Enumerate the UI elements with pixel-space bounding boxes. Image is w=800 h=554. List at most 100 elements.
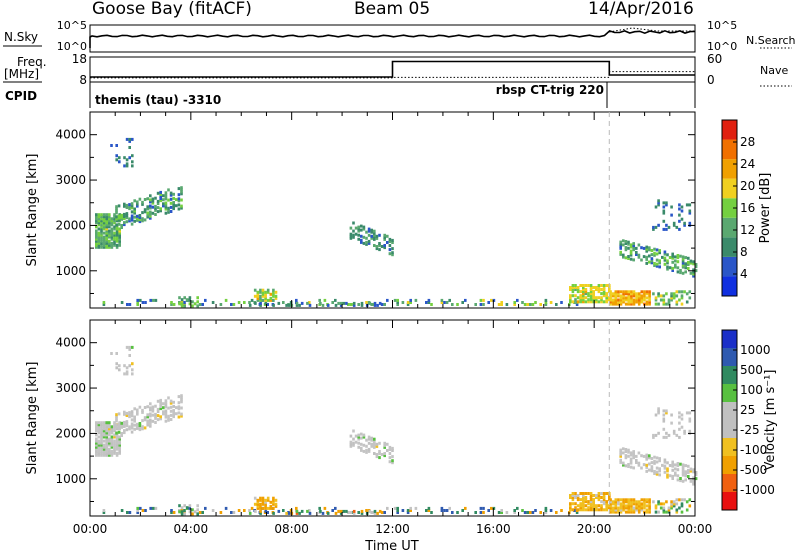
velocity-cell xyxy=(624,448,628,451)
velocity-cell xyxy=(100,441,103,445)
velocity-cell xyxy=(130,426,134,430)
velocity-cell xyxy=(102,421,106,425)
power-cell xyxy=(295,301,299,305)
power-cell xyxy=(680,217,684,221)
power-colorbar-tick-label: 20 xyxy=(740,179,755,193)
power-cell xyxy=(643,292,646,296)
velocity-cell xyxy=(675,510,679,514)
velocity-cell xyxy=(676,478,680,482)
power-cell xyxy=(688,221,692,225)
power-cell xyxy=(440,301,444,304)
velocity-cell xyxy=(614,508,618,512)
velocity-cell xyxy=(388,448,392,451)
power-cell xyxy=(388,252,392,256)
velocity-cell xyxy=(128,425,131,429)
velocity-cell xyxy=(115,415,118,419)
velocity-cell xyxy=(180,398,183,402)
power-colorbar-tick-label: 4 xyxy=(740,267,748,281)
velocity-cell xyxy=(370,438,373,442)
power-cell xyxy=(678,290,681,294)
velocity-cell xyxy=(582,506,585,510)
velocity-cell xyxy=(95,423,98,427)
velocity-cell xyxy=(386,449,389,452)
power-cell xyxy=(632,300,636,304)
power-cell xyxy=(180,298,184,302)
velocity-cell xyxy=(149,422,152,426)
velocity-cell xyxy=(602,500,606,504)
velocity-cell xyxy=(264,500,267,504)
velocity-cell xyxy=(386,442,389,446)
power-cell xyxy=(357,225,360,229)
power-cell xyxy=(95,213,98,217)
velocity-cell xyxy=(102,425,106,429)
velocity-cell xyxy=(597,508,601,512)
power-cell xyxy=(169,210,173,213)
velocity-cell xyxy=(146,419,149,423)
velocity-cell xyxy=(584,492,588,495)
velocity-cell xyxy=(611,500,615,504)
velocity-cell xyxy=(505,511,509,514)
power-cell xyxy=(614,298,618,302)
power-cell xyxy=(159,207,162,211)
power-cell xyxy=(574,284,577,287)
velocity-cell xyxy=(360,511,364,515)
velocity-cell xyxy=(146,415,149,419)
velocity-cell xyxy=(648,498,651,502)
velocity-cell xyxy=(571,492,575,495)
power-cell xyxy=(609,290,612,294)
velocity-cell xyxy=(622,504,625,508)
power-cell xyxy=(386,234,389,238)
velocity-cell xyxy=(113,435,116,439)
velocity-cell xyxy=(672,431,676,435)
velocity-cell xyxy=(679,462,682,466)
power-cell xyxy=(684,256,687,260)
velocity-cell xyxy=(670,413,673,417)
power-cell xyxy=(609,292,612,296)
velocity-cell xyxy=(126,511,129,514)
power-cell xyxy=(130,218,134,222)
power-cell xyxy=(582,284,585,287)
power-cell xyxy=(115,227,119,231)
power-cell xyxy=(645,247,648,251)
velocity-cell xyxy=(149,506,152,510)
velocity-cell xyxy=(357,445,360,449)
velocity-colorbar-tick-label: 1000 xyxy=(740,343,771,357)
velocity-cell xyxy=(123,412,126,416)
power-cell xyxy=(180,186,183,190)
power-cell xyxy=(569,296,572,300)
power-cell xyxy=(349,303,353,306)
power-cell xyxy=(632,248,635,252)
velocity-cell xyxy=(100,431,103,435)
velocity-cell xyxy=(95,453,98,457)
velocity-cell xyxy=(256,502,260,506)
velocity-cell xyxy=(130,414,134,418)
power-cell xyxy=(100,229,103,233)
velocity-colorbar-swatch xyxy=(722,366,737,384)
power-cell xyxy=(665,292,668,296)
nsearch-tick-top: 10^5 xyxy=(707,19,737,32)
velocity-cell xyxy=(576,494,580,497)
power-cell xyxy=(110,231,114,235)
velocity-cell xyxy=(108,439,111,443)
velocity-cell xyxy=(692,476,695,480)
velocity-cell xyxy=(605,504,608,508)
velocity-cell xyxy=(183,504,186,508)
power-cell xyxy=(105,213,108,217)
velocity-cell xyxy=(383,454,386,458)
power-cell xyxy=(146,215,149,219)
velocity-cell xyxy=(196,512,199,516)
power-cell xyxy=(574,294,577,298)
velocity-cell xyxy=(622,508,625,512)
velocity-cell xyxy=(97,451,101,455)
velocity-cell xyxy=(136,426,139,430)
power-cell xyxy=(409,301,412,304)
power-cell xyxy=(671,260,674,264)
power-cell xyxy=(102,245,106,249)
velocity-cell xyxy=(680,498,684,502)
power-cell xyxy=(130,210,134,214)
power-cell xyxy=(95,245,98,249)
velocity-cell xyxy=(362,435,366,439)
status-panel: N.Sky Freq. [MHz] CPID 10^5 10^0 18 8 10… xyxy=(3,19,796,108)
power-cell xyxy=(97,235,101,239)
